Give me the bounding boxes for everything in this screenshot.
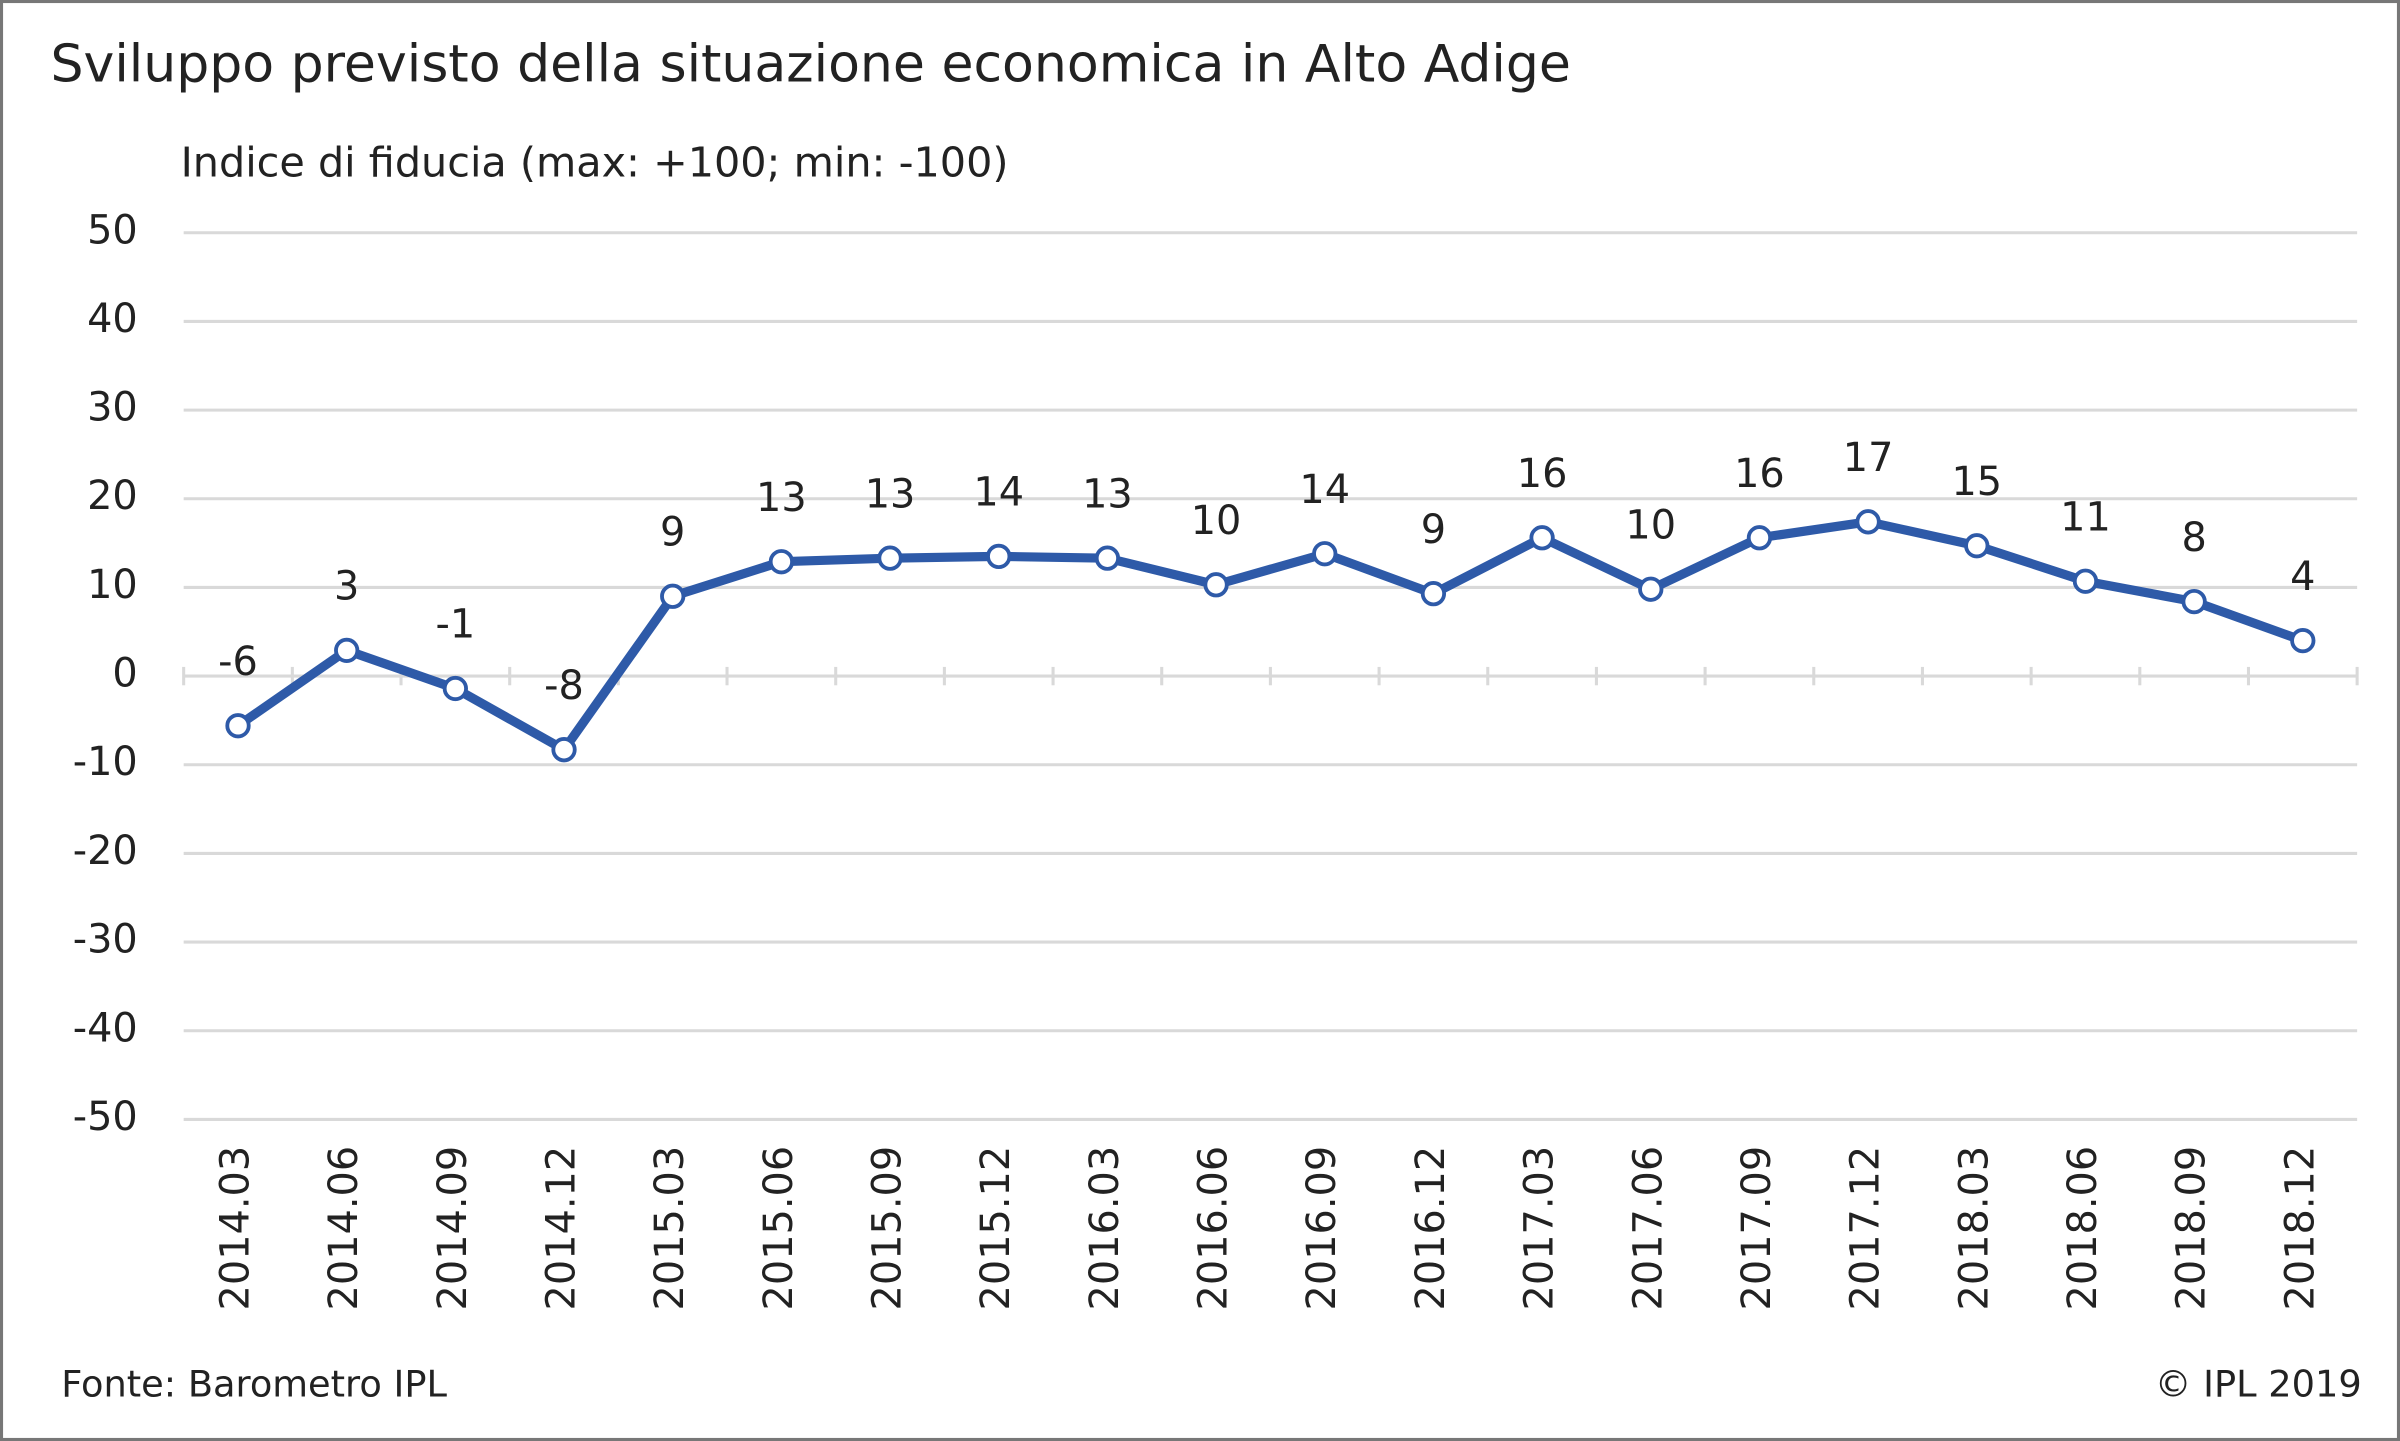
data-point	[660, 583, 686, 609]
data-point	[442, 675, 468, 702]
data-point	[334, 637, 360, 664]
x-tick-label: 2018.06	[2060, 1146, 2106, 1311]
data-point	[1964, 533, 1990, 559]
data-label: 10	[1625, 502, 1676, 548]
y-tick-label: 0	[112, 651, 137, 697]
x-tick-label: 2015.09	[865, 1146, 911, 1311]
data-label: 13	[756, 475, 807, 521]
data-point	[1203, 572, 1229, 598]
y-tick-label: 40	[87, 296, 138, 342]
x-tick-label: 2017.06	[1625, 1146, 1671, 1311]
data-label: 8	[2181, 515, 2206, 561]
y-tick-label: -40	[73, 1005, 138, 1051]
data-label: -8	[544, 663, 584, 709]
x-tick-label: 2017.09	[1734, 1146, 1780, 1311]
data-point	[1312, 541, 1338, 567]
data-label: 16	[1734, 451, 1785, 497]
x-tick-label: 2018.12	[2277, 1146, 2323, 1311]
data-point	[1094, 545, 1121, 571]
x-tick-label: 2015.12	[973, 1146, 1019, 1311]
data-label: 13	[865, 471, 916, 517]
y-tick-label: 30	[87, 385, 138, 431]
x-tick-label: 2014.06	[321, 1146, 367, 1311]
data-point	[1855, 509, 1881, 535]
x-tick-label: 2017.12	[1843, 1146, 1889, 1311]
x-tick-label: 2017.03	[1517, 1146, 1563, 1311]
x-tick-label: 2016.12	[1408, 1146, 1454, 1311]
data-label: -6	[218, 639, 258, 685]
subtitle: Indice di fiducia (max: +100; min: -100)	[181, 138, 1009, 186]
data-point	[2290, 627, 2316, 654]
x-tick-label: 2016.03	[1082, 1146, 1128, 1311]
data-label: 3	[334, 564, 359, 610]
data-label: 14	[973, 470, 1024, 516]
data-label: 17	[1843, 435, 1894, 481]
chart-title: Sviluppo previsto della situazione econo…	[51, 34, 1571, 94]
data-label: 13	[1082, 471, 1133, 517]
x-tick-label: 2014.12	[539, 1146, 585, 1311]
copyright: © IPL 2019	[2155, 1362, 2362, 1405]
data-point	[986, 543, 1012, 570]
data-label: 14	[1299, 467, 1350, 513]
y-tick-label: -20	[73, 828, 138, 874]
y-tick-label: -10	[73, 739, 138, 785]
data-label: 9	[1421, 507, 1446, 553]
x-tick-label: 2018.03	[1951, 1146, 1997, 1311]
data-label: 9	[660, 510, 685, 556]
y-tick-label: 50	[87, 207, 138, 253]
data-label: 11	[2060, 494, 2111, 540]
data-point	[877, 545, 903, 571]
data-point	[1638, 576, 1664, 602]
x-tick-label: 2018.09	[2169, 1146, 2215, 1311]
y-tick-label: 10	[87, 562, 138, 608]
data-label: 15	[1951, 459, 2002, 505]
data-label: 4	[2290, 554, 2315, 600]
y-tick-label: -30	[73, 917, 138, 963]
data-point	[768, 549, 795, 575]
data-point	[551, 737, 577, 763]
y-tick-label: -50	[73, 1094, 138, 1140]
data-point	[1746, 525, 1773, 551]
data-point	[2072, 568, 2099, 594]
source: Fonte: Barometro IPL	[61, 1362, 447, 1405]
x-tick-label: 2014.09	[430, 1146, 476, 1311]
x-tick-label: 2015.03	[647, 1146, 693, 1311]
data-point	[2181, 588, 2207, 615]
x-tick-label: 2014.03	[213, 1146, 259, 1311]
x-tick-label: 2015.06	[756, 1146, 802, 1311]
data-line	[235, 517, 2305, 755]
data-label: -1	[436, 602, 476, 648]
data-label: 10	[1191, 498, 1242, 544]
data-point	[225, 713, 251, 739]
x-tick-label: 2016.09	[1299, 1146, 1345, 1311]
data-point	[1529, 525, 1555, 551]
data-point	[1420, 580, 1447, 607]
y-tick-label: 20	[87, 473, 138, 519]
data-label: 16	[1517, 451, 1568, 497]
x-tick-label: 2016.06	[1191, 1146, 1237, 1311]
